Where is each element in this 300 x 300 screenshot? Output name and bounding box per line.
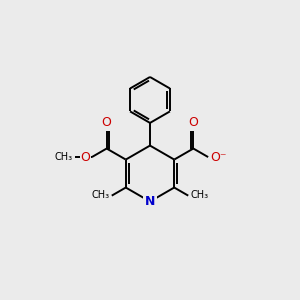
Text: O: O [188,116,198,129]
Text: O⁻: O⁻ [211,152,227,164]
Text: N: N [145,195,155,208]
Text: CH₃: CH₃ [55,152,73,162]
Text: CH₃: CH₃ [91,190,110,200]
Text: CH₃: CH₃ [190,190,209,200]
Text: O: O [102,116,112,129]
Text: O: O [80,152,90,164]
